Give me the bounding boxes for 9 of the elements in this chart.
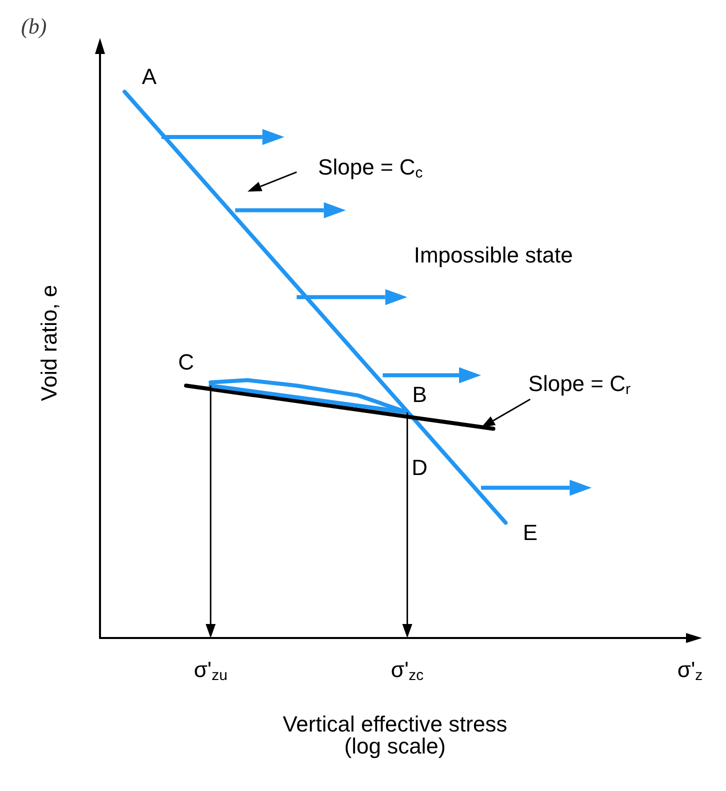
annotation: E [522, 520, 538, 546]
annotation: C [178, 350, 194, 375]
chart-title: (b) [21, 14, 47, 38]
annotation: D [412, 455, 428, 480]
annotation: B [412, 382, 427, 407]
text: A [142, 64, 157, 89]
annotation: Impossible state [414, 242, 573, 268]
x-axis-title: Vertical effective stress (log scale) [282, 712, 508, 758]
y-axis-title: Void ratio, e [36, 284, 62, 402]
